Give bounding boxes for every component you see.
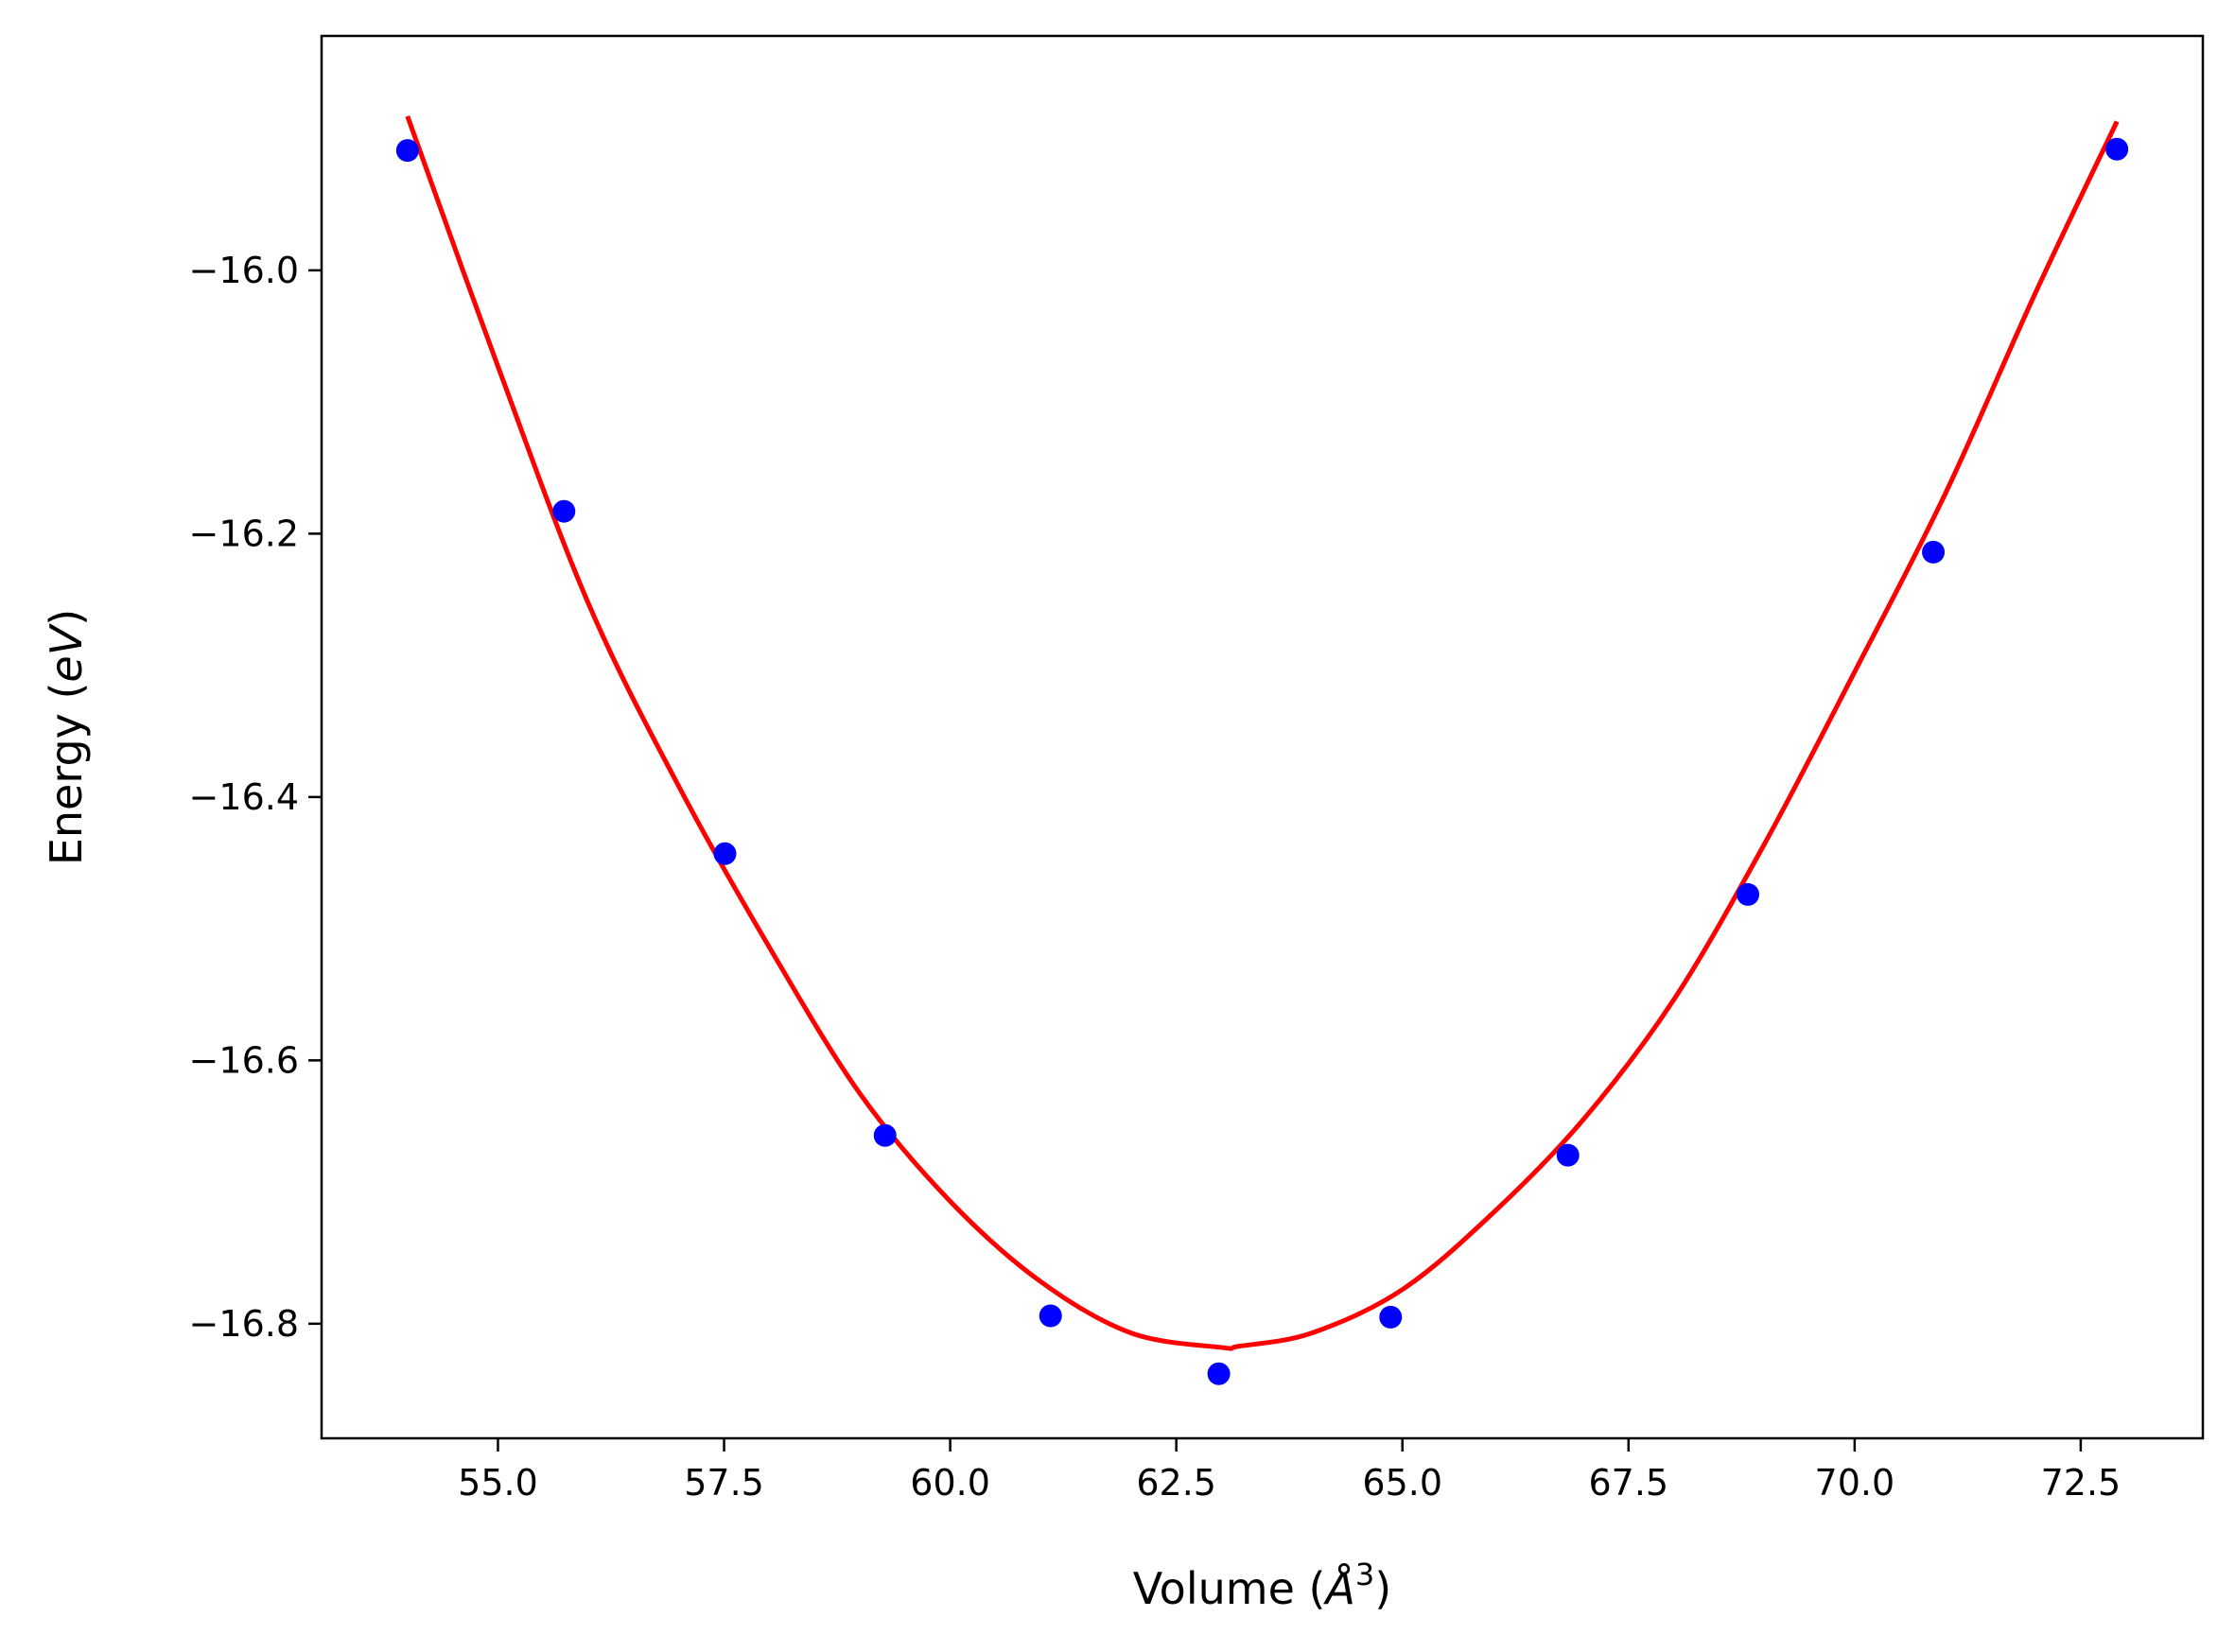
x-axis-label-unit-exponent: 3: [1355, 1556, 1374, 1592]
x-tick-label: 72.5: [2041, 1462, 2122, 1504]
fit-curve: [405, 115, 2120, 1351]
x-tick-label: 60.0: [910, 1462, 990, 1504]
x-tick-label: 55.0: [458, 1462, 538, 1504]
plot-frame: [320, 34, 2205, 1440]
x-axis-ticks: 55.0 57.5 60.0 62.5 65.0 67.5 70.0 72.5: [458, 1438, 2121, 1504]
data-point: [1379, 1305, 1403, 1329]
fit-curve-layer: [405, 115, 2120, 1351]
y-axis-label-prefix: Energy (: [41, 683, 92, 866]
y-tick-label: −16.6: [189, 1039, 299, 1081]
y-axis-label-suffix: ): [41, 609, 92, 626]
data-point: [1922, 540, 1946, 564]
data-point: [1207, 1362, 1231, 1385]
x-tick-label: 62.5: [1136, 1462, 1216, 1504]
x-axis-label: Volume (Å3): [1133, 1556, 1391, 1614]
x-tick-label: 57.5: [684, 1462, 764, 1504]
y-tick-label: −16.0: [189, 250, 299, 291]
data-point: [1556, 1143, 1580, 1167]
y-tick-label: −16.4: [189, 776, 299, 818]
y-tick-label: −16.8: [189, 1303, 299, 1345]
data-points-layer: [395, 137, 2129, 1385]
data-point: [552, 499, 576, 523]
x-axis-label-prefix: Volume (: [1133, 1563, 1326, 1614]
data-point: [1039, 1304, 1062, 1328]
data-point: [873, 1123, 897, 1147]
data-point: [395, 139, 419, 163]
x-tick-label: 65.0: [1362, 1462, 1442, 1504]
x-axis-label-suffix: ): [1374, 1563, 1391, 1614]
x-tick-label: 67.5: [1588, 1462, 1668, 1504]
y-axis-label: Energy (eV): [41, 609, 92, 865]
x-axis-label-unit-symbol: Å: [1322, 1563, 1354, 1614]
x-tick-label: 70.0: [1815, 1462, 1895, 1504]
y-axis-label-unit: eV: [41, 622, 92, 682]
y-axis-ticks: −16.0 −16.2 −16.4 −16.6 −16.8: [189, 250, 322, 1345]
data-point: [2105, 137, 2129, 161]
data-point: [713, 842, 737, 865]
data-point: [1737, 882, 1760, 906]
y-tick-label: −16.2: [189, 513, 299, 554]
